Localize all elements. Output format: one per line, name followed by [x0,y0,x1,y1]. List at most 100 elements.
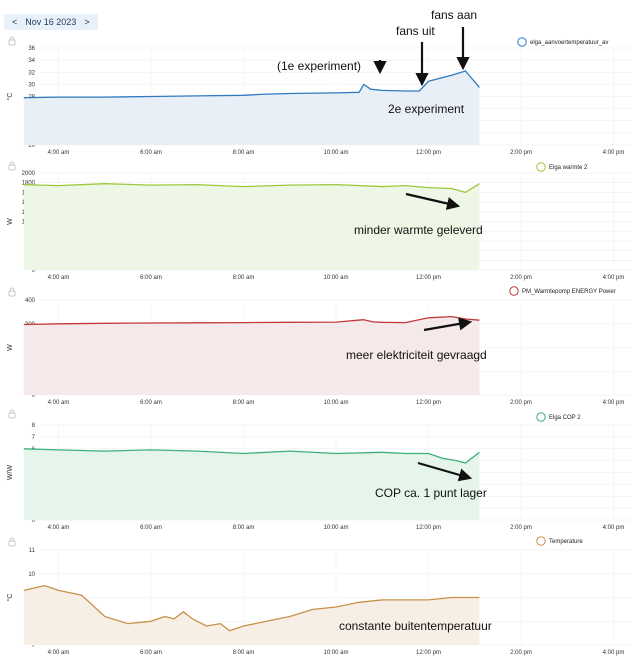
annotation-arrow [423,317,473,332]
series-line [23,183,480,194]
x-tick-label: 6:00 am [140,150,162,156]
series-area [23,585,480,645]
legend-label: Temperature [549,539,583,545]
y-tick-label: 0 [32,518,36,524]
x-tick-label: 4:00 pm [603,275,625,281]
series-area [23,448,480,520]
chart-2: 02004006008001000120014001600180020004:0… [7,161,632,281]
series-line [23,315,480,326]
y-tick-label: 34 [28,58,35,64]
x-tick-label: 10:00 am [323,275,348,281]
legend-marker [536,412,546,422]
x-tick-label: 8:00 am [233,525,255,531]
series-area [23,183,480,270]
chart-3: 01002003004004:00 am6:00 am8:00 am10:00 … [7,286,632,406]
y-tick-label: 0 [32,268,36,274]
x-tick-label: 10:00 am [323,400,348,406]
y-tick-label: 32 [28,70,35,76]
legend-marker [509,286,519,296]
x-tick-label: 8:00 am [233,150,255,156]
x-tick-label: 6:00 am [140,275,162,281]
x-tick-label: 12:00 pm [416,150,441,156]
y-tick-label: 1800 [22,181,36,187]
x-tick-label: 2:00 pm [510,275,532,281]
annotation-text: constante buitentemperatuur [339,619,492,633]
x-tick-label: 12:00 pm [416,525,441,531]
x-tick-label: 12:00 pm [416,650,441,656]
y-axis-label: W [7,344,14,351]
x-tick-label: 6:00 am [140,400,162,406]
lock-icon [8,409,16,419]
y-tick-label: 30 [28,82,35,88]
lock-icon [8,36,16,46]
legend-label: elga_aanvoertemperatuur_av [530,40,608,46]
annotation-arrow [405,192,461,210]
x-tick-label: 4:00 am [48,150,70,156]
x-tick-label: 6:00 am [140,525,162,531]
annotation-text: meer elektriciteit gevraagd [346,348,487,362]
y-axis-label: W [7,218,14,225]
x-tick-label: 4:00 pm [603,525,625,531]
annotation-text: fans aan [431,8,477,22]
lock-icon [8,161,16,171]
x-tick-label: 8:00 am [233,275,255,281]
x-tick-label: 4:00 pm [603,400,625,406]
annotation-text: (1e experiment) [277,59,361,73]
x-tick-label: 4:00 am [48,275,70,281]
previous-day-button[interactable]: < [12,17,18,27]
series-line [23,584,480,632]
y-tick-label: 2000 [22,171,36,177]
y-tick-label: 10 [28,572,35,578]
x-tick-label: 8:00 am [233,400,255,406]
y-tick-label: 11 [29,548,36,554]
x-tick-label: 8:00 am [233,650,255,656]
x-tick-label: 2:00 pm [510,400,532,406]
x-tick-label: 12:00 pm [416,275,441,281]
annotation-text: COP ca. 1 punt lager [375,486,487,500]
x-tick-label: 2:00 pm [510,150,532,156]
series-area [23,316,480,395]
x-tick-label: 12:00 pm [416,400,441,406]
annotation-text: 2e experiment [388,102,465,116]
lock-icon [8,287,16,297]
x-tick-label: 4:00 am [48,650,70,656]
annotation-arrow [417,461,473,482]
chart-1: 2022242628303234364:00 am6:00 am8:00 am1… [6,8,632,156]
x-tick-label: 6:00 am [140,650,162,656]
x-tick-label: 4:00 pm [603,650,625,656]
y-tick-label: 7 [32,643,36,649]
next-day-button[interactable]: > [84,17,90,27]
y-tick-label: 36 [28,46,35,52]
legend-marker [517,37,527,47]
y-tick-label: 400 [25,298,36,304]
annotation-text: minder warmte geleverd [354,223,483,237]
x-tick-label: 4:00 pm [603,150,625,156]
legend-label: PM_Warmtepomp ENERGY Power [522,289,616,295]
current-date: Nov 16 2023 [25,17,77,27]
legend-label: Elga COP 2 [549,415,581,421]
x-tick-label: 10:00 am [323,525,348,531]
y-axis-label: W/W [7,465,14,481]
series-area [23,71,480,145]
y-tick-label: 20 [28,143,35,149]
y-tick-label: 0 [32,393,36,399]
legend-label: Elga warmte 2 [549,165,588,171]
x-tick-label: 4:00 am [48,525,70,531]
date-navigator: < Nov 16 2023 > [4,14,98,30]
y-axis-label: °C [6,93,14,101]
x-tick-label: 4:00 am [48,400,70,406]
x-tick-label: 10:00 am [323,150,348,156]
x-tick-label: 2:00 pm [510,650,532,656]
y-axis-label: °C [6,594,14,602]
lock-icon [8,537,16,547]
y-tick-label: 8 [32,423,36,429]
legend-marker [536,536,546,546]
y-tick-label: 7 [32,435,36,441]
legend-marker [536,162,546,172]
x-tick-label: 2:00 pm [510,525,532,531]
x-tick-label: 10:00 am [323,650,348,656]
annotation-text: fans uit [396,24,435,38]
